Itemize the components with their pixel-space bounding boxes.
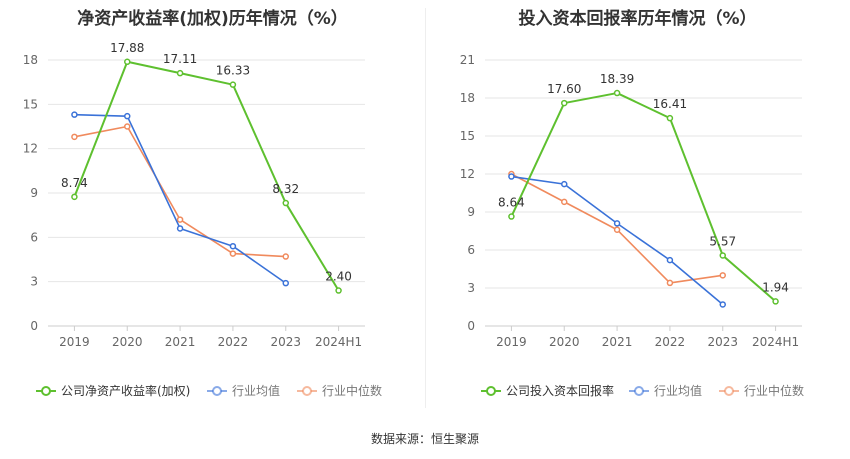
- data-point: [666, 279, 674, 287]
- y-tick-label: 21: [460, 53, 475, 67]
- y-tick-label: 12: [23, 142, 38, 156]
- data-point: [719, 252, 726, 259]
- y-tick-label: 0: [467, 319, 475, 333]
- legend-swatch-marker: [302, 386, 312, 396]
- x-tick-label: 2020: [549, 335, 580, 349]
- data-point: [176, 225, 184, 232]
- x-tick-label: 2022: [655, 335, 686, 349]
- legend-label: 行业均值: [654, 383, 702, 398]
- data-point: [561, 180, 568, 188]
- y-tick-label: 15: [23, 97, 38, 111]
- data-point: [335, 287, 342, 294]
- data-label: 1.94: [762, 280, 789, 294]
- chart-roe: 0 3 6 9 12 15 18 2019 2020 2021 2022 2023 2024H1 8.74…: [23, 41, 382, 398]
- y-tick-label: 9: [467, 205, 475, 219]
- data-point: [561, 198, 568, 206]
- data-point: [229, 250, 237, 257]
- legend-swatch-marker: [634, 386, 644, 396]
- data-point: [71, 111, 78, 118]
- y-tick-label: 18: [460, 91, 475, 105]
- data-label: 17.60: [547, 82, 581, 96]
- x-tick-label: 2023: [707, 335, 738, 349]
- data-point: [71, 133, 78, 141]
- data-point: [719, 301, 726, 308]
- data-point: [124, 112, 131, 120]
- y-tick-label: 6: [467, 243, 475, 257]
- chart-title-roic: 投入资本回报率历年情况（%）: [518, 9, 757, 29]
- data-point: [124, 58, 131, 66]
- data-point: [176, 69, 184, 77]
- series-line: [510, 92, 777, 303]
- x-tick-label: 2021: [602, 335, 633, 349]
- x-tick-label: 2024H1: [752, 335, 799, 349]
- data-point: [176, 216, 184, 223]
- data-point: [666, 114, 674, 122]
- y-tick-label: 3: [30, 275, 38, 289]
- x-tick-label: 2020: [112, 335, 143, 349]
- chart-roic: 0 3 6 9 12 15 18 21 2019 2020 2021 2022 2023 2024H1 8.…: [460, 53, 804, 398]
- data-point: [282, 279, 289, 287]
- data-label: 8.74: [61, 176, 88, 190]
- legend-swatch-marker: [724, 386, 734, 396]
- y-tick-label: 0: [30, 319, 38, 333]
- y-tick-label: 9: [30, 186, 38, 200]
- legend-swatch-marker: [212, 386, 222, 396]
- data-point: [71, 193, 78, 201]
- data-label: 16.41: [653, 97, 687, 111]
- x-tick-label: 2019: [496, 335, 527, 349]
- data-point: [282, 253, 289, 260]
- data-point: [508, 173, 515, 180]
- data-point: [719, 272, 726, 279]
- data-label: 8.64: [498, 196, 525, 210]
- legend-label: 行业中位数: [322, 383, 382, 398]
- data-point: [613, 220, 621, 227]
- x-tick-label: 2019: [59, 335, 90, 349]
- y-tick-label: 18: [23, 53, 38, 67]
- x-tick-label: 2021: [165, 335, 196, 349]
- legend-label: 公司净资产收益率(加权): [61, 383, 190, 398]
- data-point: [508, 213, 515, 220]
- data-label: 8.32: [272, 182, 299, 196]
- data-point: [561, 99, 568, 107]
- data-label: 5.57: [709, 234, 736, 248]
- data-label: 2.40: [325, 270, 352, 284]
- legend-label: 公司投入资本回报率: [506, 383, 614, 398]
- data-point: [666, 256, 674, 264]
- x-tick-label: 2022: [218, 335, 249, 349]
- data-source-note: 数据来源：恒生聚源: [370, 432, 479, 446]
- series-line: [73, 60, 340, 292]
- data-label: 17.11: [163, 52, 197, 66]
- y-tick-label: 12: [460, 167, 475, 181]
- data-point: [229, 81, 237, 88]
- legend-label: 行业均值: [232, 383, 280, 398]
- y-tick-label: 3: [467, 281, 475, 295]
- legend-swatch-marker: [41, 386, 51, 396]
- data-point: [613, 226, 621, 233]
- data-label: 18.39: [600, 72, 634, 86]
- data-label: 16.33: [216, 64, 250, 78]
- panel-divider: [425, 8, 426, 408]
- y-tick-label: 15: [460, 129, 475, 143]
- legend-swatch-marker: [486, 386, 496, 396]
- series-line: [511, 175, 724, 306]
- series-line: [74, 113, 287, 284]
- data-point: [282, 199, 289, 207]
- chart-title-roe: 净资产收益率(加权)历年情况（%）: [77, 9, 348, 29]
- data-point: [229, 242, 237, 250]
- legend-label: 行业中位数: [744, 383, 804, 398]
- data-point: [613, 89, 621, 97]
- data-label: 17.88: [110, 41, 144, 55]
- x-tick-label: 2023: [270, 335, 301, 349]
- data-point: [124, 123, 131, 130]
- y-tick-label: 6: [30, 230, 38, 244]
- x-tick-label: 2024H1: [315, 335, 362, 349]
- data-point: [772, 298, 779, 305]
